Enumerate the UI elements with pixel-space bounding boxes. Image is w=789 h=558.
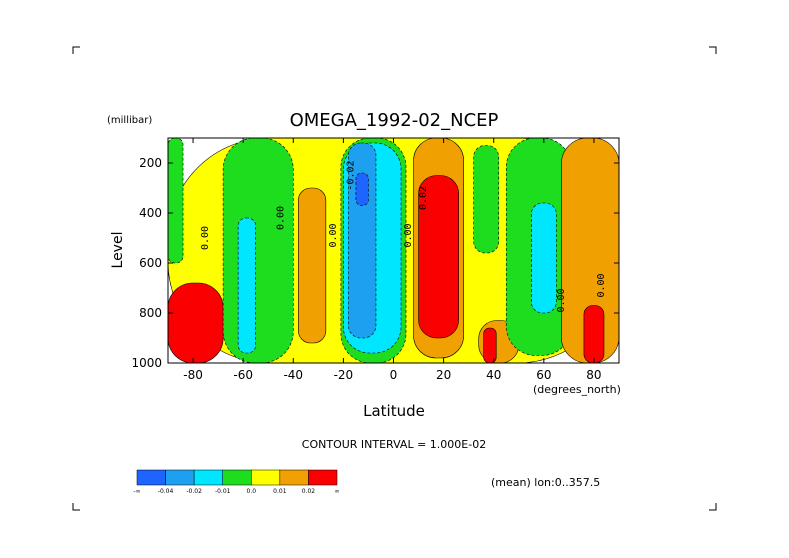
contour-label: 0.02 xyxy=(418,186,429,210)
y-axis-label: Level xyxy=(110,232,126,269)
x-tick-label: 0 xyxy=(390,368,398,382)
contour-region-positive-strong xyxy=(168,282,224,363)
contour-region-negative-weak xyxy=(222,138,294,363)
colorbar-swatch xyxy=(193,469,223,486)
x-axis-units: (degrees_north) xyxy=(533,383,621,396)
x-tick-label: -20 xyxy=(334,368,354,382)
contour-region-negative-moderate xyxy=(237,217,256,354)
y-axis: 200 400 600 800 1000 xyxy=(131,156,619,370)
x-tick-label: 60 xyxy=(536,368,551,382)
x-tick-label: 20 xyxy=(436,368,451,382)
x-tick-label: -80 xyxy=(183,368,203,382)
contour-region-negative-moderate xyxy=(531,202,557,314)
colorbar-label: 0.01 xyxy=(273,488,287,495)
x-axis: -80 -60 -40 -20 0 20 40 60 80 xyxy=(183,138,602,382)
colorbar-swatch xyxy=(222,469,252,486)
colorbar-swatch xyxy=(136,469,166,486)
contour-region-positive-moderate xyxy=(297,187,327,344)
y-tick-label: 1000 xyxy=(131,356,162,370)
mean-longitude-note: (mean) lon:0..357.5 xyxy=(491,476,600,489)
colorbar-swatch xyxy=(279,469,309,486)
y-tick-label: 400 xyxy=(139,206,162,220)
y-axis-units: (millibar) xyxy=(107,115,152,126)
contour-region-positive-strong xyxy=(483,327,497,363)
contour-label: 0.00 xyxy=(596,273,607,297)
colorbar: -∞ -0.04 -0.02 -0.01 0.0 0.01 0.02 ∞ xyxy=(133,469,340,495)
contour-region-negative-strong xyxy=(348,142,377,339)
colorbar-swatch xyxy=(308,469,338,486)
contour-region-positive-strong xyxy=(418,175,459,339)
contour-region-negative-extreme xyxy=(355,172,369,206)
chart-title: OMEGA_1992-02_NCEP xyxy=(290,110,499,131)
y-tick-label: 800 xyxy=(139,306,162,320)
contour-labels: 0.00 0.00 0.00 -0.02 0.00 0.02 0.00 0.00 xyxy=(200,160,607,312)
contour-interval-text: CONTOUR INTERVAL = 1.000E-02 xyxy=(302,438,486,451)
colorbar-label: -0.04 xyxy=(158,488,174,495)
contour-label: 0.00 xyxy=(200,226,211,250)
colorbar-swatch xyxy=(165,469,195,486)
colorbar-label: 0.02 xyxy=(302,488,316,495)
contour-label: -0.02 xyxy=(345,160,356,190)
contour-region-positive-strong xyxy=(583,305,605,363)
colorbar-label: 0.0 xyxy=(247,488,257,495)
contour-region-negative-weak xyxy=(168,138,184,264)
colorbar-label: -0.01 xyxy=(215,488,231,495)
contour-label: 0.00 xyxy=(556,288,567,312)
contour-label: 0.00 xyxy=(328,223,339,247)
x-axis-label: Latitude xyxy=(363,402,425,420)
contour-regions xyxy=(168,138,619,363)
colorbar-label: -0.02 xyxy=(186,488,202,495)
x-tick-label: 80 xyxy=(586,368,601,382)
corner-marks xyxy=(72,46,717,511)
colorbar-label: -∞ xyxy=(133,488,140,495)
colorbar-swatch xyxy=(251,469,281,486)
x-tick-label: -40 xyxy=(283,368,303,382)
contour-label: 0.00 xyxy=(275,206,286,230)
colorbar-label: ∞ xyxy=(335,488,340,495)
y-tick-label: 200 xyxy=(139,156,162,170)
contour-region-negative-weak xyxy=(473,145,500,254)
contour-label: 0.00 xyxy=(403,223,414,247)
y-tick-label: 600 xyxy=(139,256,162,270)
x-tick-label: -60 xyxy=(233,368,253,382)
x-tick-label: 40 xyxy=(486,368,501,382)
